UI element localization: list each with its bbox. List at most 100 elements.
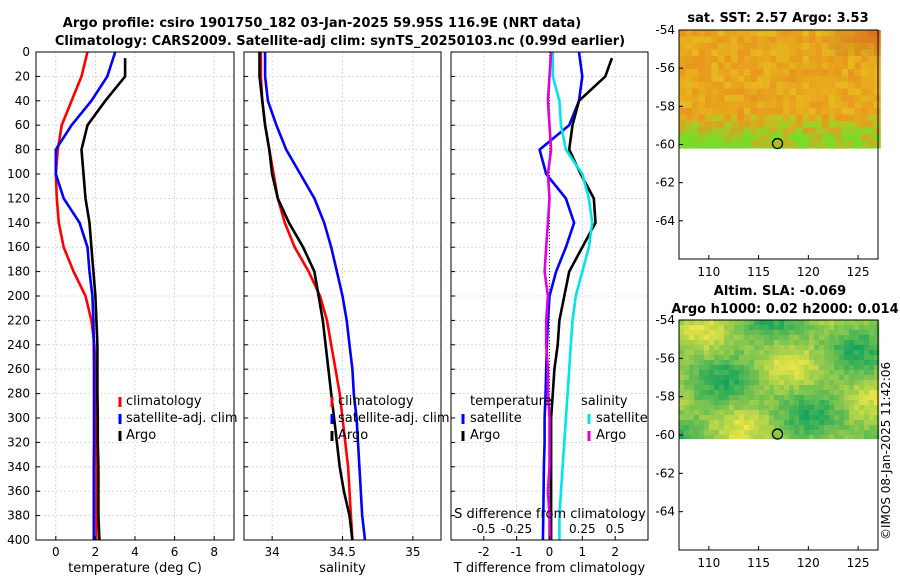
- map-cell: [859, 320, 865, 326]
- map-cell: [869, 410, 875, 416]
- map-cell: [779, 350, 785, 356]
- map-cell: [764, 435, 770, 440]
- map-cell: [819, 335, 825, 341]
- map-cell: [704, 365, 710, 371]
- map-cell: [759, 325, 765, 331]
- map-cell: [864, 345, 870, 351]
- map-cell: [679, 88, 686, 96]
- map-cell: [709, 360, 715, 366]
- map-cell: [799, 380, 805, 386]
- x-tick-label: 34: [265, 545, 280, 559]
- map-cell: [809, 335, 815, 341]
- map-cell: [699, 365, 705, 371]
- map-cell: [679, 425, 685, 431]
- map-cell: [854, 62, 862, 70]
- map-cell: [784, 420, 790, 426]
- map-cell: [874, 69, 881, 76]
- map-cell: [774, 410, 780, 416]
- map-cell: [724, 43, 732, 50]
- map-cell: [759, 350, 765, 356]
- map-cell: [699, 400, 705, 406]
- legend-label-0: satellite: [470, 411, 522, 426]
- map-cell: [769, 435, 775, 440]
- map-cell: [759, 330, 765, 336]
- map-cell: [689, 335, 695, 341]
- map-cell: [822, 49, 829, 57]
- map-cell: [809, 108, 816, 115]
- map-cell: [774, 325, 780, 331]
- map-cell: [848, 108, 855, 115]
- map-cell: [684, 330, 690, 336]
- map-cell: [711, 30, 719, 37]
- map-cell: [814, 415, 820, 421]
- map-cell: [859, 415, 865, 421]
- map-cell: [799, 375, 805, 381]
- map-cell: [824, 435, 830, 440]
- map-cell: [776, 43, 784, 50]
- map-cell: [724, 30, 732, 37]
- map-cell: [874, 395, 880, 401]
- map-cell: [774, 425, 780, 431]
- map-cell: [819, 355, 825, 361]
- map-cell: [849, 410, 855, 416]
- map-cell: [804, 320, 810, 326]
- map-cell: [867, 69, 875, 76]
- map-cell: [834, 420, 840, 426]
- map-cell: [711, 134, 719, 141]
- map-cell: [804, 425, 810, 431]
- map-cell: [794, 395, 800, 401]
- map-cell: [684, 380, 690, 386]
- map-cell: [776, 88, 784, 96]
- map-cell: [759, 410, 765, 416]
- map-cell: [731, 134, 738, 141]
- map-cell: [737, 62, 745, 70]
- map-cell: [698, 147, 706, 149]
- x-tick-label: 115: [747, 265, 770, 279]
- map-cell: [750, 43, 758, 50]
- map-cell: [789, 101, 797, 109]
- map-cell: [834, 360, 840, 366]
- map-cell: [802, 36, 810, 44]
- map-cell: [744, 435, 750, 440]
- map-cell: [783, 49, 790, 57]
- map-cell: [769, 380, 775, 386]
- map-cell: [769, 395, 775, 401]
- map-cell: [724, 325, 730, 331]
- map-cell: [834, 335, 840, 341]
- map-cell: [784, 335, 790, 341]
- map-cell: [804, 335, 810, 341]
- map-cell: [684, 335, 690, 341]
- y-tick-label: 60: [15, 118, 30, 132]
- map-cell: [861, 49, 868, 57]
- map-cell: [815, 43, 823, 50]
- map-cell: [770, 82, 777, 89]
- map-cell: [854, 30, 862, 37]
- map-cell: [770, 30, 777, 37]
- map-cell: [770, 88, 777, 96]
- map-cell: [824, 330, 830, 336]
- map-cell: [719, 350, 725, 356]
- map-cell: [699, 395, 705, 401]
- map-cell: [828, 140, 836, 148]
- map-cell: [759, 360, 765, 366]
- map-cell: [824, 410, 830, 416]
- map-cell: [804, 415, 810, 421]
- map-cell: [869, 340, 875, 346]
- map-cell: [815, 108, 823, 115]
- map-cell: [794, 375, 800, 381]
- map-cell: [815, 140, 823, 148]
- map-cell: [734, 380, 740, 386]
- map-cell: [834, 375, 840, 381]
- map-cell: [869, 420, 875, 426]
- map-cell: [776, 108, 784, 115]
- map-cell: [874, 435, 880, 440]
- map-cell: [729, 335, 735, 341]
- map-cell: [679, 330, 685, 336]
- map-cell: [839, 355, 845, 361]
- map-cell: [864, 365, 870, 371]
- map-cell: [724, 335, 730, 341]
- map-cell: [679, 380, 685, 386]
- x-tick-label: 4: [131, 545, 139, 559]
- map-cell: [854, 370, 860, 376]
